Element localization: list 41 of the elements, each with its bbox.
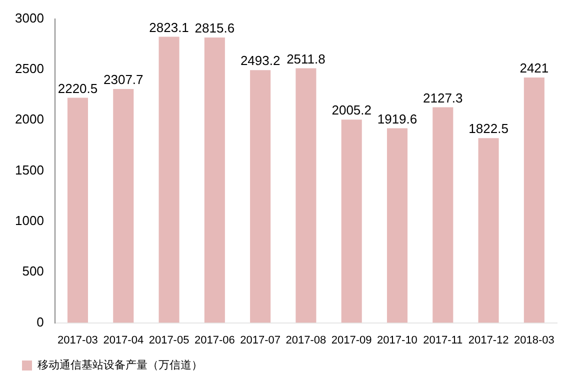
bar <box>67 98 88 323</box>
data-label: 2511.8 <box>286 51 326 66</box>
x-tick-label: 2018-03 <box>514 334 554 346</box>
bar <box>432 107 454 323</box>
bar <box>386 128 408 323</box>
x-tick-label: 2017-07 <box>240 334 281 346</box>
y-tick-label: 2500 <box>15 61 44 76</box>
x-tick-label: 2017-08 <box>286 334 326 346</box>
bar <box>478 138 499 323</box>
bar <box>250 70 271 323</box>
data-label: 2421 <box>520 60 549 76</box>
y-tick-label: 1500 <box>15 162 44 178</box>
y-tick-label: 1000 <box>15 213 44 228</box>
x-tick-label: 2017-11 <box>423 334 463 346</box>
y-tick-label: 3000 <box>15 10 44 26</box>
bar <box>113 88 134 323</box>
x-tick-label: 2017-03 <box>58 334 98 346</box>
bar <box>524 77 544 323</box>
bar <box>296 68 316 323</box>
bar <box>158 36 180 323</box>
data-label: 2127.3 <box>423 90 463 106</box>
bar <box>341 120 362 323</box>
x-tick-label: 2017-09 <box>331 334 372 346</box>
x-tick-label: 2017-05 <box>148 334 190 346</box>
data-label: 1919.6 <box>377 111 418 126</box>
x-tick-label: 2017-06 <box>194 334 235 346</box>
x-tick-label: 2017-10 <box>377 334 418 346</box>
data-label: 2493.2 <box>240 53 280 68</box>
data-label: 2307.7 <box>104 72 144 88</box>
y-tick-label: 2000 <box>15 112 44 127</box>
data-label: 2005.2 <box>332 102 372 118</box>
legend-label: 移动通信基站设备产量（万信道） <box>38 358 202 372</box>
y-tick-label: 0 <box>36 314 44 330</box>
y-tick-label: 500 <box>22 264 44 279</box>
data-label: 2815.6 <box>194 20 235 36</box>
data-label: 2823.1 <box>149 20 189 35</box>
data-label: 1822.5 <box>468 121 508 136</box>
x-tick-label: 2017-04 <box>103 334 144 346</box>
x-tick-label: 2017-12 <box>468 334 509 346</box>
data-label: 2220.5 <box>58 80 98 96</box>
bar <box>204 37 225 323</box>
